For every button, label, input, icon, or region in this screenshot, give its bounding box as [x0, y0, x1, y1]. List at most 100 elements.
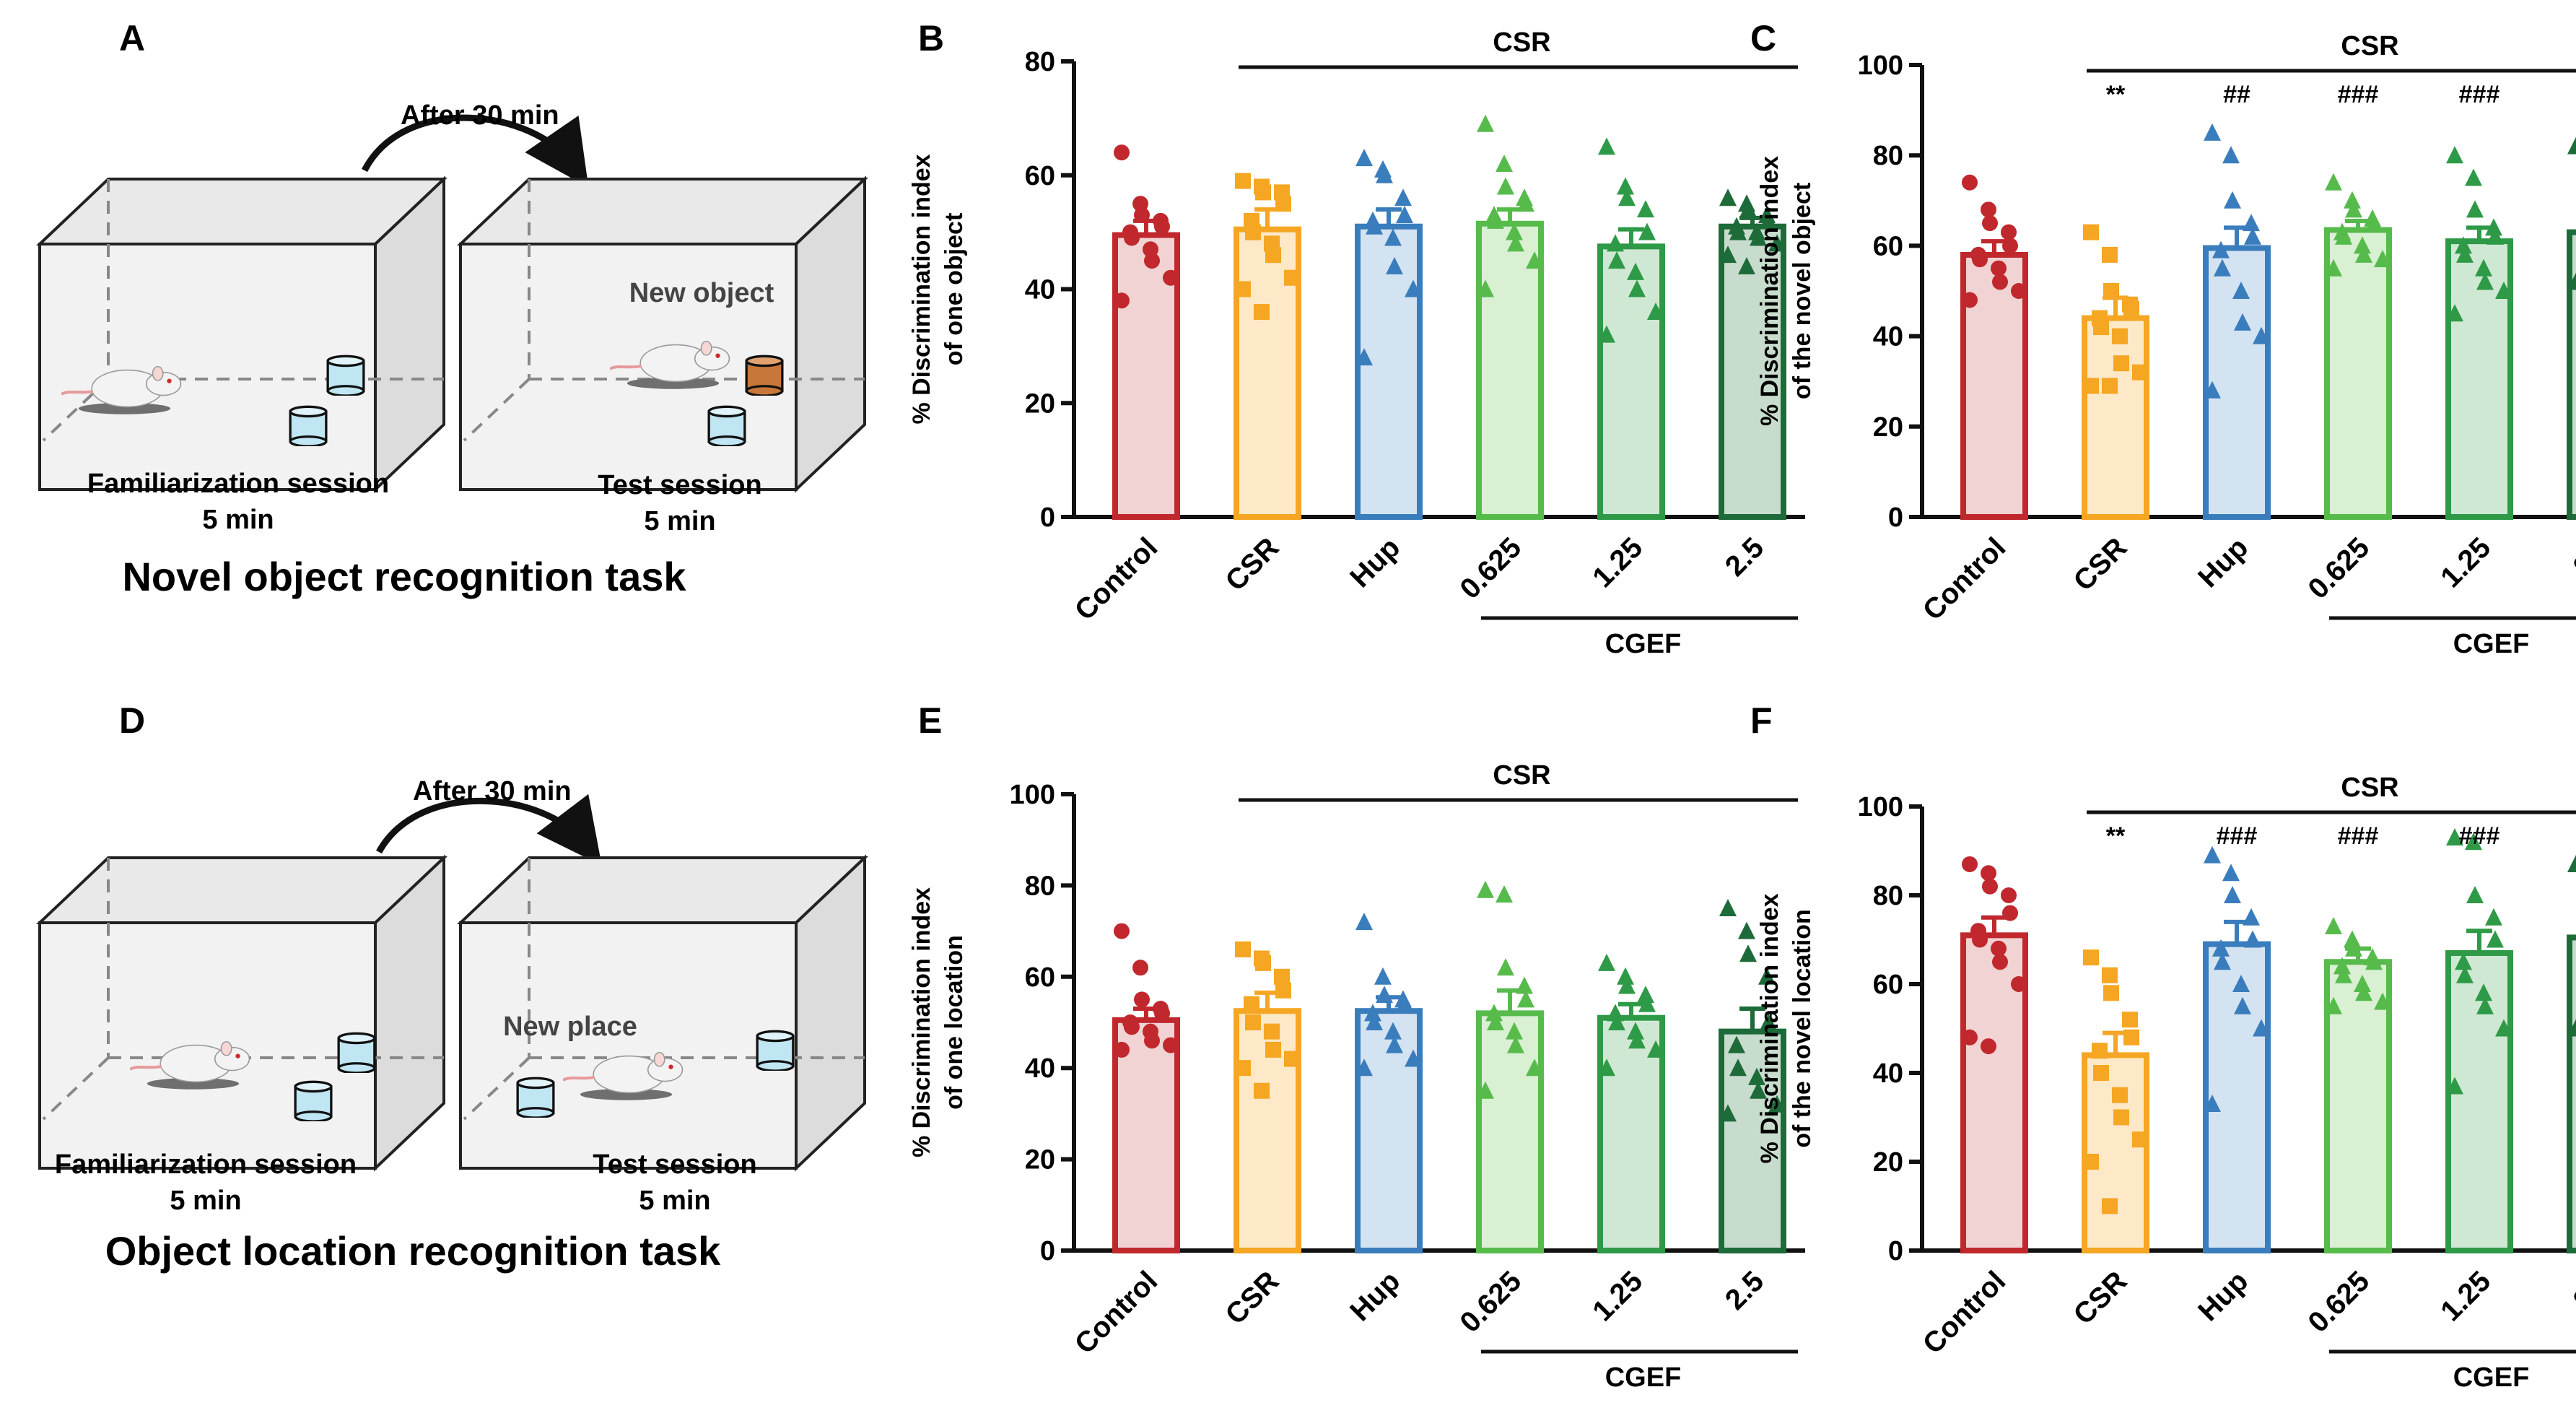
data-point	[1617, 967, 1634, 985]
arrow-caption: After 30 min	[401, 100, 559, 131]
data-point	[1617, 177, 1634, 195]
data-point	[1638, 222, 1656, 240]
data-point	[2214, 258, 2231, 277]
data-point	[1366, 1013, 1383, 1030]
data-point	[1163, 269, 1179, 286]
data-point	[1982, 215, 1998, 232]
data-point	[1235, 941, 1251, 957]
data-point	[1719, 245, 1737, 264]
data-point	[2355, 245, 2372, 263]
data-point	[1477, 1081, 1494, 1099]
object-cup-icon	[326, 355, 365, 396]
time-arrow	[362, 114, 589, 188]
data-point	[1275, 982, 1291, 999]
data-point	[2112, 1087, 2128, 1103]
category-label: CSR	[2068, 531, 2134, 597]
data-point	[2093, 319, 2109, 336]
session1-label: Familiarization session	[55, 1149, 357, 1180]
data-point	[1496, 154, 1513, 172]
y-axis-label: % Discrimination index	[908, 154, 935, 424]
data-point	[2092, 1043, 2108, 1059]
data-point	[1719, 899, 1737, 916]
data-point	[1485, 1004, 1503, 1022]
category-label: CSR	[1220, 531, 1285, 597]
data-point	[1114, 1041, 1130, 1058]
time-arrow	[376, 794, 602, 866]
data-point	[2475, 983, 2492, 1001]
data-point	[1386, 256, 1403, 274]
data-point	[2455, 952, 2472, 970]
data-point	[2354, 236, 2371, 254]
significance-mark: ###	[2338, 81, 2379, 108]
data-point	[1991, 260, 2007, 277]
data-point	[2567, 1019, 2576, 1037]
bar	[2324, 227, 2392, 520]
data-point	[1719, 188, 1737, 206]
data-point	[1638, 994, 1656, 1012]
category-label: Hup	[1344, 531, 1406, 594]
category-label: Control	[1917, 531, 2012, 627]
data-point	[2476, 272, 2494, 290]
data-point	[1972, 251, 1988, 268]
data-point	[2253, 1019, 2270, 1037]
y-tick-label: 0	[1888, 1236, 1903, 1266]
session2-time: 5 min	[644, 506, 715, 536]
data-point	[1729, 222, 1747, 240]
data-point	[2243, 214, 2260, 232]
y-axis-label: of the novel location	[1789, 909, 1816, 1148]
data-point	[1981, 1038, 1996, 1055]
bar	[1355, 1008, 1423, 1253]
data-point	[1496, 885, 1513, 903]
data-point	[2456, 245, 2474, 263]
data-point	[1132, 960, 1148, 976]
data-point	[1235, 1060, 1251, 1077]
data-point	[1235, 281, 1251, 297]
data-point	[1598, 137, 1615, 155]
data-point	[2335, 227, 2352, 245]
panel-label: E	[918, 700, 942, 741]
data-point	[2103, 985, 2119, 1001]
scheme-novel-object: A After 30 min Familiarization session 5…	[35, 18, 869, 599]
group-label-bottom: CGEF	[2453, 629, 2530, 659]
data-point	[2204, 381, 2221, 399]
data-point	[1750, 1081, 1767, 1099]
category-label: 0.625	[2302, 531, 2375, 605]
session1-time: 5 min	[170, 1186, 241, 1216]
data-point	[2224, 886, 2241, 903]
bar	[2445, 238, 2513, 520]
panel-label: C	[1750, 18, 1776, 58]
y-tick-label: 20	[1025, 1145, 1055, 1175]
category-label: 0.625	[1454, 1265, 1527, 1339]
category-label: 2.5	[2567, 1265, 2576, 1316]
data-point	[1598, 325, 1615, 343]
category-label: 0.625	[1454, 531, 1527, 605]
category-label: 0.625	[2302, 1265, 2375, 1339]
data-point	[2093, 1065, 2109, 1081]
group-label-top: CSR	[1493, 27, 1550, 58]
data-point	[2485, 908, 2502, 926]
data-point	[2485, 218, 2502, 236]
data-point	[2465, 832, 2482, 851]
bar	[2203, 245, 2271, 520]
data-point	[1477, 279, 1494, 297]
data-point	[1497, 177, 1514, 195]
data-point	[2234, 313, 2251, 331]
data-point	[1506, 222, 1523, 240]
significance-mark: **	[2106, 822, 2126, 850]
category-label: Hup	[1344, 1265, 1406, 1327]
data-point	[2345, 939, 2362, 957]
data-point	[1768, 234, 1786, 252]
data-point	[2325, 917, 2342, 935]
data-point	[1526, 251, 1543, 269]
data-point	[1254, 1082, 1270, 1099]
data-point	[1507, 1035, 1524, 1053]
data-point	[2232, 282, 2250, 299]
category-label: CSR	[1220, 1265, 1285, 1331]
y-tick-label: 80	[1873, 141, 1903, 171]
data-point	[2355, 983, 2372, 1001]
object-cup-icon	[294, 1080, 333, 1121]
panel-label: F	[1750, 700, 1773, 741]
category-label: 1.25	[2435, 1265, 2497, 1327]
data-point	[1235, 173, 1251, 189]
